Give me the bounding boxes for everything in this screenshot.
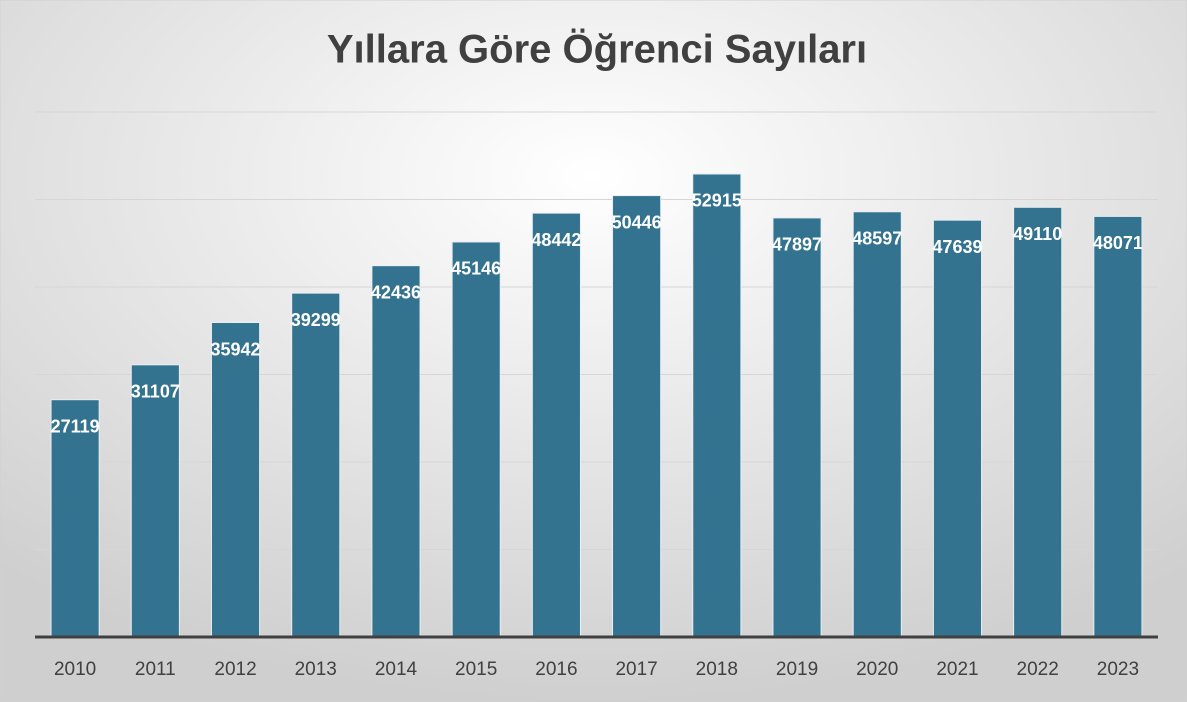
bar	[371, 265, 421, 638]
x-tick-label: 2014	[375, 659, 418, 680]
bar	[291, 292, 341, 638]
x-tick-label: 2020	[856, 659, 898, 680]
x-tick-label: 2010	[54, 659, 96, 680]
bar	[1013, 206, 1063, 638]
data-label: 49110	[1013, 224, 1062, 244]
bar	[932, 219, 983, 638]
data-label: 52915	[692, 191, 742, 211]
x-tick-label: 2019	[776, 659, 818, 680]
x-tick-label: 2011	[135, 659, 176, 680]
bar	[692, 173, 742, 638]
bar	[612, 195, 662, 638]
bar	[772, 217, 822, 638]
bar	[210, 322, 261, 638]
x-tick-label: 2012	[214, 659, 256, 680]
bar	[451, 241, 501, 638]
x-tick-label: 2021	[936, 659, 978, 680]
data-label: 31107	[131, 382, 180, 402]
data-label: 47639	[932, 237, 982, 257]
bar	[531, 212, 581, 638]
data-label: 42436	[371, 282, 421, 302]
data-label: 50446	[612, 212, 662, 232]
bar	[852, 211, 902, 638]
x-tick-label: 2015	[455, 659, 497, 680]
chart-title: Yıllara Göre Öğrenci Sayıları	[327, 27, 867, 72]
x-tick-label: 2017	[615, 659, 657, 680]
data-label: 48071	[1093, 233, 1143, 253]
data-label: 35942	[211, 339, 261, 359]
data-label: 47897	[772, 235, 822, 255]
data-label: 45146	[451, 259, 501, 279]
x-tick-label: 2023	[1097, 659, 1139, 680]
bar	[50, 399, 100, 638]
x-tick-label: 2016	[535, 659, 577, 680]
x-tick-label: 2018	[696, 659, 738, 680]
data-label: 48597	[852, 229, 902, 249]
x-tick-label: 2013	[295, 659, 337, 680]
bar	[1093, 215, 1143, 638]
bar	[130, 364, 180, 638]
data-label: 39299	[291, 310, 341, 330]
x-tick-label: 2022	[1017, 659, 1059, 680]
data-label: 48442	[531, 230, 581, 250]
data-label: 27119	[51, 416, 100, 436]
